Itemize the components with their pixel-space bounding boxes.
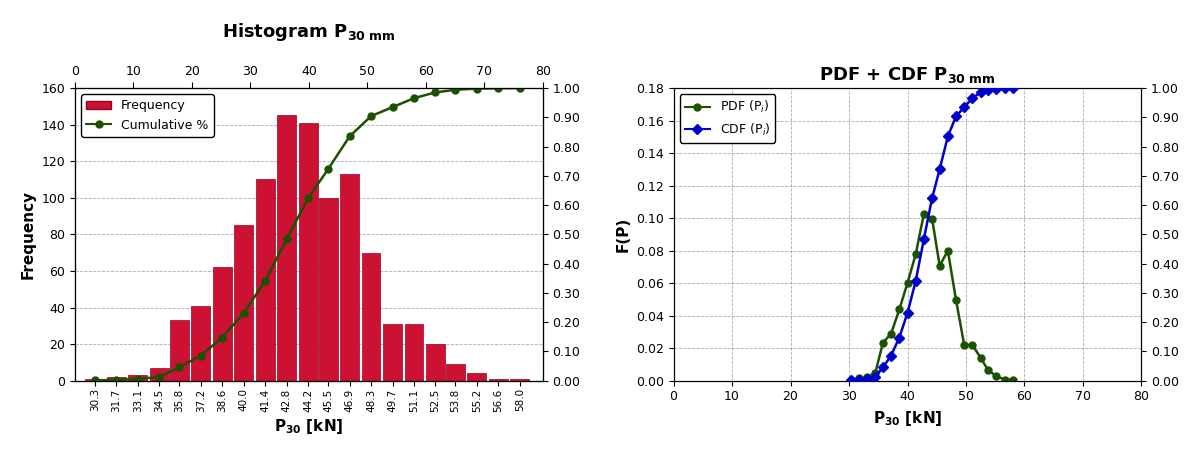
CDF (P$_i$) [868, 374, 882, 380]
Title: Histogram P$_{\mathregular{30\ mm}}$: Histogram P$_{\mathregular{30\ mm}}$ [222, 21, 396, 43]
PDF (P$_i$) [868, 370, 882, 375]
Bar [383, 324, 402, 381]
PDF (P$_i$) [989, 373, 1003, 379]
Bar [107, 377, 126, 381]
PDF (P$_i$) [973, 355, 988, 361]
X-axis label: P$_{\mathregular{30}}$ [kN]: P$_{\mathregular{30}}$ [kN] [274, 417, 343, 436]
CDF (P$_i$) [917, 236, 931, 242]
Legend: PDF (P$_i$), CDF (P$_i$): PDF (P$_i$), CDF (P$_i$) [680, 94, 775, 143]
CDF (P$_i$) [925, 196, 940, 201]
CDF (P$_i$) [1006, 85, 1020, 91]
Bar [340, 174, 359, 381]
PDF (P$_i$) [844, 377, 858, 383]
Y-axis label: Frequency: Frequency [20, 190, 36, 279]
CDF (P$_i$) [908, 278, 923, 284]
Bar [361, 253, 380, 381]
Line: PDF (P$_i$): PDF (P$_i$) [847, 211, 1016, 383]
PDF (P$_i$) [917, 211, 931, 217]
CDF (P$_i$) [973, 90, 988, 95]
Bar [212, 267, 232, 381]
PDF (P$_i$) [892, 307, 906, 312]
Bar [128, 375, 148, 381]
PDF (P$_i$) [876, 340, 890, 345]
Line: CDF (P$_i$): CDF (P$_i$) [847, 85, 1016, 384]
Bar [446, 364, 464, 381]
Bar [191, 306, 210, 381]
Bar [85, 379, 104, 381]
Legend: Frequency, Cumulative %: Frequency, Cumulative % [82, 94, 214, 137]
PDF (P$_i$) [908, 251, 923, 257]
PDF (P$_i$) [949, 298, 964, 303]
CDF (P$_i$) [958, 104, 972, 110]
PDF (P$_i$) [884, 331, 899, 336]
CDF (P$_i$) [860, 376, 875, 382]
Bar [170, 320, 188, 381]
PDF (P$_i$) [925, 216, 940, 221]
CDF (P$_i$) [892, 335, 906, 340]
Bar [468, 373, 486, 381]
PDF (P$_i$) [1006, 377, 1020, 383]
PDF (P$_i$) [852, 376, 866, 381]
CDF (P$_i$) [997, 85, 1012, 91]
Title: PDF + CDF P$_{\mathregular{30\ mm}}$: PDF + CDF P$_{\mathregular{30\ mm}}$ [820, 65, 996, 85]
Bar [234, 225, 253, 381]
CDF (P$_i$) [900, 310, 914, 316]
PDF (P$_i$) [982, 367, 996, 373]
CDF (P$_i$) [852, 377, 866, 383]
PDF (P$_i$) [958, 342, 972, 348]
CDF (P$_i$) [876, 365, 890, 370]
X-axis label: P$_{\mathregular{30}}$ [kN]: P$_{\mathregular{30}}$ [kN] [872, 409, 942, 428]
CDF (P$_i$) [932, 166, 947, 172]
PDF (P$_i$) [860, 375, 875, 380]
PDF (P$_i$) [932, 263, 947, 268]
Bar [426, 344, 445, 381]
PDF (P$_i$) [941, 248, 955, 254]
CDF (P$_i$) [989, 86, 1003, 91]
CDF (P$_i$) [949, 113, 964, 119]
CDF (P$_i$) [965, 96, 979, 101]
Bar [150, 368, 169, 381]
Bar [319, 198, 337, 381]
Bar [404, 324, 424, 381]
CDF (P$_i$) [884, 353, 899, 358]
Bar [299, 123, 318, 381]
PDF (P$_i$) [965, 342, 979, 348]
CDF (P$_i$) [941, 134, 955, 139]
PDF (P$_i$) [997, 377, 1012, 383]
Y-axis label: F(P): F(P) [616, 217, 630, 252]
Bar [256, 180, 275, 381]
Bar [277, 116, 296, 381]
CDF (P$_i$) [982, 87, 996, 92]
PDF (P$_i$) [900, 280, 914, 286]
CDF (P$_i$) [844, 377, 858, 383]
Bar [510, 379, 529, 381]
Bar [488, 379, 508, 381]
